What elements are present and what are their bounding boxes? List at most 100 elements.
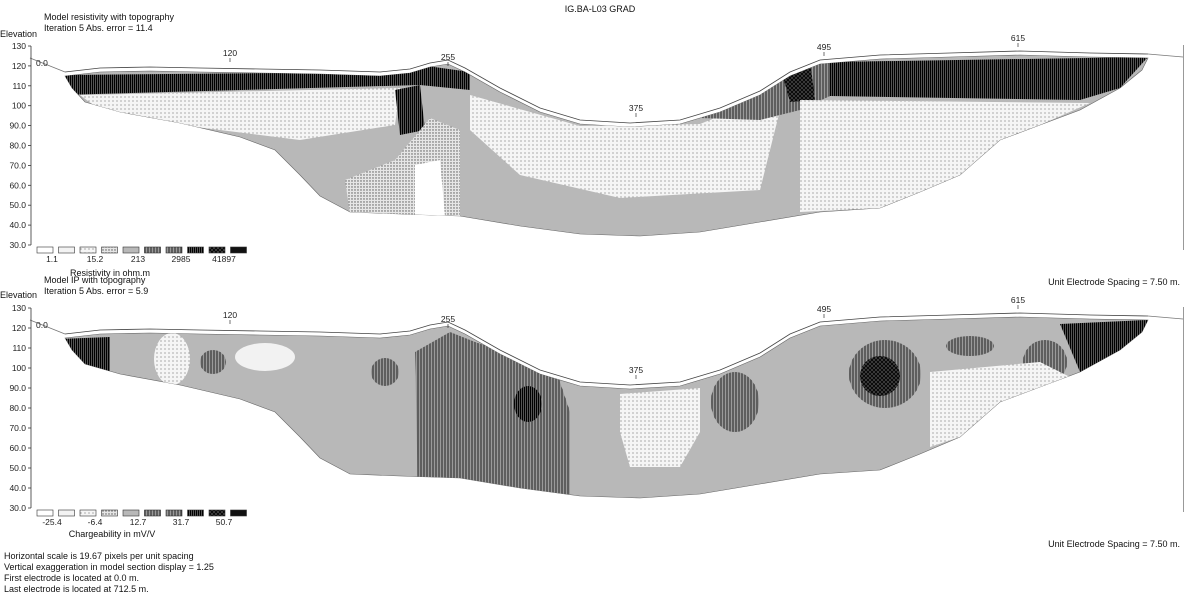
topography-line [64,50,1149,124]
ip-zone-pos-4 [930,362,1080,447]
ip-zone-pos-2 [235,343,295,371]
x-marker-label: 120 [223,310,237,320]
ip-zone-pos-3 [620,388,700,467]
panel2-right-edge [1183,307,1184,512]
zone-dark-mid [395,85,425,135]
ip-zone-high-center [415,332,570,498]
resistivity-x-markers: 0.0 120 255 375 495 615 [36,33,1025,117]
legend-swatch [58,509,75,517]
y-tick-label: 130 [12,41,26,51]
x-marker-label: 615 [1011,295,1025,305]
legend-value: 2985 [172,254,191,264]
legend-value: 12.7 [130,517,147,527]
ip-zone-blob-3 [514,386,542,422]
y-tick-label: 70.0 [9,160,26,170]
y-tick-label: 90.0 [9,121,26,131]
legend-swatch [187,246,204,254]
legend-value: 15.2 [87,254,104,264]
x-marker-label: 615 [1011,33,1025,43]
zone-low-right [800,100,1090,212]
legend-swatch [165,246,183,254]
resistivity-legend-label: Resistivity in ohm.m [69,268,151,278]
footer-line-2: Vertical exaggeration in model section d… [4,562,214,572]
y-tick-label: 50.0 [9,200,26,210]
legend-value: 41897 [212,254,236,264]
legend-value: 50.7 [216,517,233,527]
legend-swatch [101,246,118,254]
x-marker-label: 495 [817,304,831,314]
legend-swatch [230,509,247,517]
topography-right-extension [1147,53,1184,58]
y-tick-label: 100 [12,101,26,111]
legend-value: 1.1 [46,254,58,264]
legend-swatch [230,246,247,254]
legend-swatch [208,509,226,517]
legend-swatch [144,509,161,517]
y-tick-label: 130 [12,303,26,313]
panel1-right-edge [1183,45,1184,250]
legend-swatch [165,509,183,517]
y-tick-label: 40.0 [9,483,26,493]
resistivity-subtitle: Iteration 5 Abs. error = 11.4 [44,23,153,33]
legend-swatch [36,246,54,254]
resistivity-legend: 1.1 15.2 213 2985 41897 [36,246,247,264]
legend-swatch [79,509,97,517]
x-marker-label: 0.0 [36,320,48,330]
y-tick-label: 60.0 [9,443,26,453]
resistivity-ylabel: Elevation [0,29,38,39]
y-tick-label: 30.0 [9,503,26,513]
ip-section [29,312,1184,499]
topography-left-extension [29,57,66,73]
legend-swatch [79,246,97,254]
topography-right-extension [1147,315,1184,320]
y-tick-label: 120 [12,323,26,333]
footer-line-4: Last electrode is located at 712.5 m. [4,584,149,594]
figure-title: IG.BA-L03 GRAD [564,4,636,14]
x-marker-label: 0.0 [36,58,48,68]
ip-y-axis: 130 120 110 100 90.0 80.0 70.0 60.0 50.0 40.0 30.0 [9,303,32,513]
zone-white-lower [415,160,445,216]
ip-zone-core-5 [860,356,900,396]
ip-zone-pos-1 [154,333,190,385]
legend-swatch [144,246,161,254]
topography-line [64,312,1149,386]
legend-value: -25.4 [42,517,62,527]
y-tick-label: 60.0 [9,180,26,190]
x-marker-label: 255 [441,314,455,324]
x-marker-label: 375 [629,365,643,375]
ip-zone-blob-6 [946,336,994,356]
ip-ylabel: Elevation [0,290,38,300]
ip-zone-left-dark [65,337,110,372]
resistivity-y-axis: 130 120 110 100 90.0 80.0 70.0 60.0 50.0 40.0 30.0 [9,41,32,250]
legend-swatch [101,509,118,517]
legend-swatch [58,246,75,254]
zone-low-center [470,95,780,198]
legend-swatch [187,509,204,517]
legend-swatch [208,246,226,254]
unit-spacing-label-1: Unit Electrode Spacing = 7.50 m. [1048,277,1180,287]
y-tick-label: 40.0 [9,220,26,230]
y-tick-label: 70.0 [9,423,26,433]
x-marker-label: 375 [629,103,643,113]
unit-spacing-label-2: Unit Electrode Spacing = 7.50 m. [1048,539,1180,549]
x-marker-label: 120 [223,48,237,58]
legend-value: 31.7 [173,517,190,527]
y-tick-label: 50.0 [9,463,26,473]
section-zones [65,320,1148,498]
section-zones [65,57,1148,216]
y-tick-label: 80.0 [9,141,26,151]
y-tick-label: 120 [12,61,26,71]
ip-zone-blob-4 [711,372,759,432]
y-tick-label: 80.0 [9,403,26,413]
resistivity-section [29,50,1184,237]
legend-swatch [122,246,140,254]
legend-swatch [36,509,54,517]
y-tick-label: 30.0 [9,240,26,250]
ip-x-markers: 0.0 120 255 375 495 615 [36,295,1025,379]
zone-low-left [80,88,400,140]
y-tick-label: 110 [12,81,26,91]
zone-high-right-top [830,57,1148,100]
resistivity-title: Model resistivity with topography [44,12,175,22]
ip-title: Model IP with topography [44,275,146,285]
